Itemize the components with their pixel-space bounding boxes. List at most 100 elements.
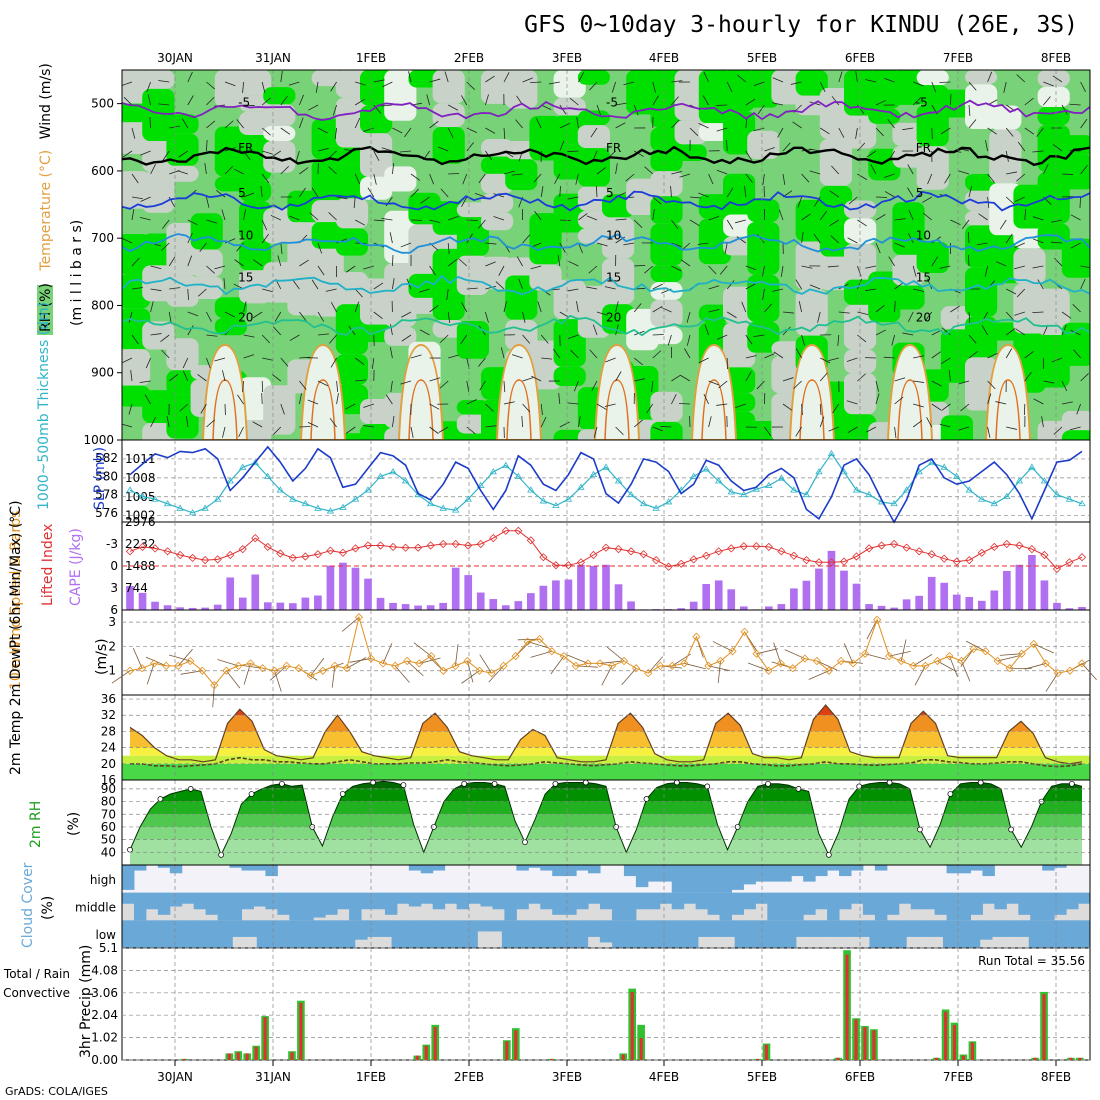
top-date-label: 7FEB <box>943 51 973 65</box>
wind-barb <box>698 357 709 364</box>
rh-dry-cell <box>456 255 489 296</box>
rh-dry-cell <box>456 414 489 434</box>
wind-barb <box>224 81 236 87</box>
wind-barb <box>762 288 765 300</box>
wind-barb <box>875 99 887 106</box>
rh-point <box>856 783 863 790</box>
wind-barb <box>462 173 468 185</box>
surface-plume-inner <box>506 379 532 440</box>
wind-barb <box>373 282 384 290</box>
wind-barb <box>187 311 199 317</box>
rh-moist-cell <box>916 85 949 105</box>
wind-speed-point <box>981 647 990 656</box>
bottom-date-label: 30JAN <box>157 1070 193 1084</box>
wind-barb-10m <box>747 662 769 672</box>
thickness-point <box>401 477 410 484</box>
cloud-low-bar <box>942 920 956 948</box>
wind-barb <box>671 80 683 83</box>
wind-barb <box>865 265 877 269</box>
wind-barb <box>593 426 598 438</box>
wind-barb <box>280 357 289 367</box>
cape-bar <box>689 601 698 610</box>
precip-conv-bar <box>254 1046 258 1060</box>
wind-barb <box>634 265 646 267</box>
wind-barb <box>168 374 179 382</box>
thickness-point <box>978 495 986 502</box>
wind-barb <box>615 426 624 436</box>
wind-barb <box>1005 328 1016 336</box>
cloud-low-bar <box>746 920 760 948</box>
cape-bar <box>714 580 723 610</box>
wind-barb <box>131 196 143 200</box>
wind-barb <box>671 242 682 248</box>
wind-barb <box>679 173 691 178</box>
wind-barb <box>311 187 319 198</box>
wind-barb <box>615 218 627 221</box>
wind-barb <box>1024 351 1034 359</box>
wind-barb <box>206 196 210 208</box>
cape-bar <box>890 607 898 610</box>
thickness-point <box>151 495 159 502</box>
wind-barb <box>931 81 937 93</box>
wind-barb <box>448 173 460 175</box>
cloud-middle-bar <box>588 892 601 904</box>
wind-speed-point <box>583 659 593 668</box>
wind-barb <box>511 173 523 176</box>
wind-barb <box>187 95 194 106</box>
wind-barb <box>939 265 951 269</box>
wind-barb <box>575 173 579 185</box>
cloud-low-bar <box>477 920 491 932</box>
precip-conv-bar <box>1042 994 1046 1060</box>
wind-barb <box>795 279 802 290</box>
rh-dry-cell <box>287 222 320 276</box>
wind-barb <box>448 104 459 111</box>
wind-barb <box>485 127 496 134</box>
rh-dry-cell <box>965 70 998 85</box>
cape-bar <box>489 599 498 610</box>
wind-barb <box>651 380 654 392</box>
rh-moist-cell <box>819 185 852 225</box>
cloud-high-bar <box>946 865 960 874</box>
isotherm-label: 20 <box>606 311 621 325</box>
rh-dry-cell <box>577 210 610 229</box>
rh-dry-cell <box>505 141 538 160</box>
rh-moist-cell <box>868 271 901 323</box>
wind-barb <box>931 403 942 411</box>
temp-base-band <box>122 763 1090 780</box>
wind-barb <box>623 81 635 86</box>
wind-barb <box>363 127 374 132</box>
wind-barb <box>790 81 802 85</box>
wind-barb <box>533 173 542 183</box>
rh-dry-cell <box>481 173 514 194</box>
wind-barb <box>745 173 753 183</box>
lifted-point <box>689 555 698 564</box>
lifted-line <box>129 530 1083 570</box>
wind-barb <box>782 403 793 411</box>
cloud-ylabel: Cloud Cover <box>20 862 36 948</box>
rh-dry-cell <box>916 146 949 190</box>
thickness-point <box>389 468 397 475</box>
wind-barb <box>131 127 136 139</box>
wind-barb-10m <box>479 654 492 674</box>
lifted-point <box>965 556 974 565</box>
rh-moist-cell <box>142 88 175 142</box>
wind-barb <box>243 334 255 338</box>
lifted-point <box>363 541 373 550</box>
wind-barb <box>588 265 598 274</box>
rh-moist-cell <box>481 156 514 174</box>
wind-barb <box>128 311 133 323</box>
wind-barb <box>703 393 709 405</box>
wind-barb <box>827 265 839 268</box>
cloud-low-bar <box>587 920 601 937</box>
slp-ylabel: SLP (mb) <box>92 447 108 510</box>
cloud-low-bar <box>869 920 883 948</box>
cloud-middle-bar <box>767 892 780 921</box>
wind-barb <box>708 173 714 185</box>
rh-point <box>491 780 498 787</box>
rh-verydry-cell <box>263 125 296 142</box>
wind-barb <box>857 278 862 290</box>
cape-bar <box>564 579 573 610</box>
cape-bar <box>1053 602 1061 610</box>
thickness-point <box>790 486 798 493</box>
wind-barb <box>573 380 579 392</box>
